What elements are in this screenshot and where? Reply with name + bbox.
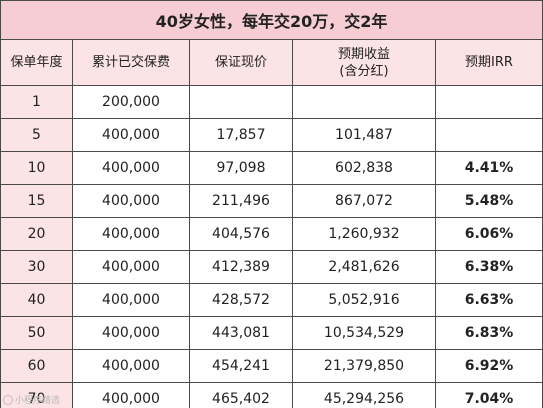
table-body: 1 200,000 5 400,000 17,857 101,487 10 400,000 97… — [0, 85, 543, 408]
cell-premium: 400,000 — [72, 349, 190, 383]
cell-premium: 400,000 — [72, 151, 190, 185]
cell-expected-return — [292, 85, 436, 119]
table-row: 5 400,000 17,857 101,487 — [0, 118, 543, 152]
cell-cash-value: 428,572 — [189, 283, 293, 317]
table-title: 40岁女性，每年交20万，交2年 — [0, 0, 543, 40]
watermark-logo-icon — [3, 394, 13, 405]
table-row: 50 400,000 443,081 10,534,529 6.83% — [0, 316, 543, 350]
cell-cash-value — [189, 85, 293, 119]
table-title-row: 40岁女性，每年交20万，交2年 — [0, 0, 543, 40]
cell-cash-value: 17,857 — [189, 118, 293, 152]
table-row: 70 400,000 465,402 45,294,256 7.04% — [0, 382, 543, 408]
cell-irr: 6.92% — [434, 349, 543, 383]
cell-premium: 400,000 — [72, 283, 190, 317]
header-expected-return-line1: 预期收益 — [337, 46, 390, 62]
cell-cash-value: 443,081 — [189, 316, 293, 350]
header-policy-year: 保单年度 — [0, 39, 73, 86]
table-header-row: 保单年度 累计已交保费 保证现价 预期收益 (含分红) 预期IRR — [0, 39, 543, 86]
cell-premium: 400,000 — [72, 118, 190, 152]
cell-policy-year: 1 — [0, 85, 73, 119]
cell-expected-return: 602,838 — [292, 151, 436, 185]
cell-cash-value: 97,098 — [189, 151, 293, 185]
cell-policy-year: 30 — [0, 250, 73, 284]
cell-expected-return: 45,294,256 — [292, 382, 436, 408]
cell-expected-return: 1,260,932 — [292, 217, 436, 251]
cell-irr: 6.83% — [434, 316, 543, 350]
cell-cash-value: 404,576 — [189, 217, 293, 251]
cell-expected-return: 101,487 — [292, 118, 436, 152]
cell-irr — [434, 118, 543, 152]
cell-irr: 6.63% — [434, 283, 543, 317]
header-expected-return-line2: (含分红) — [339, 63, 389, 79]
cell-policy-year: 5 — [0, 118, 73, 152]
cell-premium: 400,000 — [72, 382, 190, 408]
header-expected-irr: 预期IRR — [434, 39, 543, 86]
cell-irr: 7.04% — [434, 382, 543, 408]
cell-policy-year: 20 — [0, 217, 73, 251]
cell-cash-value: 465,402 — [189, 382, 293, 408]
cell-irr: 5.48% — [434, 184, 543, 218]
table-row: 60 400,000 454,241 21,379,850 6.92% — [0, 349, 543, 383]
header-cumulative-premium: 累计已交保费 — [72, 39, 190, 86]
watermark: 小程序精选 — [3, 393, 60, 406]
cell-expected-return: 21,379,850 — [292, 349, 436, 383]
cell-expected-return: 5,052,916 — [292, 283, 436, 317]
cell-premium: 400,000 — [72, 316, 190, 350]
cell-policy-year: 50 — [0, 316, 73, 350]
cell-premium: 400,000 — [72, 184, 190, 218]
cell-policy-year: 60 — [0, 349, 73, 383]
table-row: 30 400,000 412,389 2,481,626 6.38% — [0, 250, 543, 284]
cell-cash-value: 412,389 — [189, 250, 293, 284]
table-row: 15 400,000 211,496 867,072 5.48% — [0, 184, 543, 218]
cell-irr: 6.38% — [434, 250, 543, 284]
table-row: 40 400,000 428,572 5,052,916 6.63% — [0, 283, 543, 317]
cell-policy-year: 70 — [0, 382, 73, 408]
cell-cash-value: 211,496 — [189, 184, 293, 218]
cell-cash-value: 454,241 — [189, 349, 293, 383]
cell-irr — [434, 85, 543, 119]
cell-expected-return: 2,481,626 — [292, 250, 436, 284]
cell-policy-year: 15 — [0, 184, 73, 218]
table-row: 1 200,000 — [0, 85, 543, 119]
watermark-text: 小程序精选 — [15, 396, 61, 406]
table-row: 20 400,000 404,576 1,260,932 6.06% — [0, 217, 543, 251]
cell-premium: 400,000 — [72, 250, 190, 284]
header-expected-return: 预期收益 (含分红) — [292, 39, 436, 86]
cell-expected-return: 867,072 — [292, 184, 436, 218]
header-guaranteed-cash-value: 保证现价 — [189, 39, 293, 86]
cell-premium: 200,000 — [72, 85, 190, 119]
cell-irr: 4.41% — [434, 151, 543, 185]
cell-expected-return: 10,534,529 — [292, 316, 436, 350]
table-row: 10 400,000 97,098 602,838 4.41% — [0, 151, 543, 185]
cell-irr: 6.06% — [434, 217, 543, 251]
cell-policy-year: 40 — [0, 283, 73, 317]
cell-premium: 400,000 — [72, 217, 190, 251]
cell-policy-year: 10 — [0, 151, 73, 185]
